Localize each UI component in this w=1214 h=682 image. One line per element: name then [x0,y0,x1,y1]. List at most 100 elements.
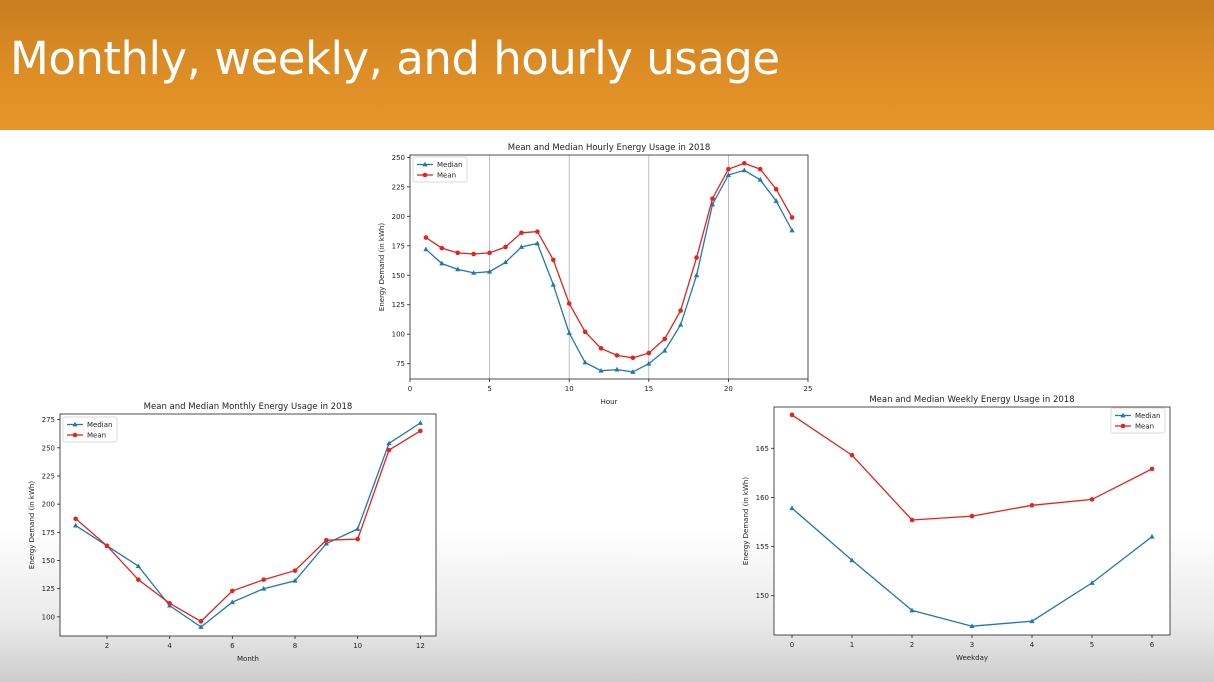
data-point-median [292,577,298,583]
data-point-mean [198,619,204,624]
data-point-mean [646,350,652,356]
data-point-mean [230,588,235,594]
data-point-mean [789,215,795,220]
y-tick-label: 175 [392,242,405,250]
data-point-median [1089,580,1095,585]
data-point-median [646,360,652,366]
x-tick-label: 15 [644,385,653,393]
chart-weekly: 150 155 160 165 0 1 2 3 4 5 6 Mean and Median Weekl… [742,395,1171,662]
y-tick-label: 200 [42,501,55,509]
x-tick-label: 5 [1090,641,1094,649]
data-point-median [355,526,361,531]
data-point-median [198,624,204,629]
chart-title: Mean and Median Hourly Energy Usage in 2… [508,143,710,153]
data-point-mean [503,244,508,250]
data-point-median [662,347,668,353]
data-point-median [502,259,509,265]
data-point-mean [726,166,731,172]
data-point-mean [1149,466,1155,472]
y-tick-label: 125 [42,585,55,593]
data-point-median [598,367,604,373]
x-tick-label: 12 [416,642,425,650]
y-tick-label: 155 [756,543,769,551]
data-point-median [849,557,855,563]
legend-label: Mean [1135,423,1154,431]
data-point-mean [710,196,715,201]
x-tick-label: 6 [230,642,235,650]
x-tick-label: 3 [970,641,974,649]
data-point-mean [1029,502,1035,508]
data-point-mean [909,517,915,523]
data-point-median [423,246,429,252]
data-point-median [693,272,700,278]
axes-frame [773,406,1171,636]
legend: Median Mean [62,416,118,443]
data-point-median [566,330,572,335]
data-point-median [725,172,731,177]
x-tick-label: 2 [910,641,914,649]
y-axis-label: Energy Demand (in kWh) [28,481,36,569]
data-point-mean [487,250,492,256]
axes-frame [59,413,437,637]
legend-label: Median [1135,412,1160,420]
legend: Median Mean [1110,407,1166,434]
series-line-median [425,169,793,373]
legend-marker [422,172,428,178]
data-point-mean [678,308,683,313]
data-point-mean [582,329,588,335]
legend-marker [422,161,428,167]
data-point-mean [423,235,429,240]
y-tick-label: 150 [756,592,769,600]
x-tick-label: 20 [724,385,733,393]
data-point-mean [614,353,620,358]
data-point-mean [136,577,141,582]
data-point-median [1149,533,1155,539]
data-point-mean [455,250,461,256]
data-point-median [487,268,493,274]
data-point-mean [324,537,329,543]
axes-frame [409,154,809,380]
x-tick-label: 10 [565,385,574,393]
data-point-mean [630,355,636,361]
data-point-median [417,420,423,425]
data-point-median [789,505,795,511]
series-line-mean [425,162,793,359]
x-axis-label: Hour [601,398,618,406]
series-line-mean [75,430,421,623]
legend-label: Mean [437,172,456,180]
y-tick-label: 100 [392,331,405,339]
legend-label: Mean [87,432,106,440]
data-point-mean [849,452,855,458]
plot-area [774,407,1170,635]
data-point-mean [773,186,779,192]
slide-title: Monthly, weekly, and hourly usage [10,32,780,85]
y-tick-label: 175 [42,529,55,537]
data-point-median [439,260,445,266]
chart-title: Mean and Median Weekly Energy Usage in 2… [869,395,1074,405]
x-tick-label: 0 [408,385,412,393]
y-tick-label: 150 [392,272,405,280]
legend-marker [1120,423,1126,429]
data-point-median [518,244,525,249]
data-point-mean [355,536,360,542]
data-point-mean [471,251,476,257]
data-point-median [909,607,915,613]
data-point-median [741,167,747,173]
data-point-median [386,440,392,446]
data-point-median [630,369,636,374]
chart-monthly: 100 125 150 175 200 225 250 275 2 4 6 8 10 12 Mean and… [28,402,437,663]
data-point-median [1029,618,1035,624]
y-axis-label: Energy Demand (in kWh) [378,223,386,311]
y-tick-label: 225 [392,183,405,191]
data-point-median [229,599,235,605]
data-point-mean [104,543,110,549]
y-tick-label: 75 [396,360,405,368]
legend-marker [72,432,78,438]
data-point-median [135,563,141,569]
x-tick-label: 0 [790,641,794,649]
y-axis-label: Energy Demand (in kWh) [742,477,750,565]
data-point-median [757,176,763,182]
data-point-median [471,270,477,275]
data-point-mean [535,229,540,234]
data-point-mean [757,166,763,172]
